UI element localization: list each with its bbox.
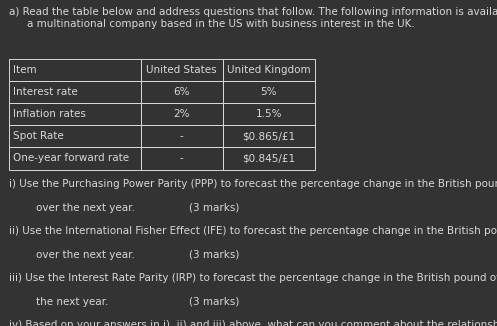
Bar (223, 147, 315, 170)
Bar (223, 125, 315, 147)
Text: (3 marks): (3 marks) (189, 203, 239, 213)
Bar (223, 81, 315, 103)
Text: 2%: 2% (173, 109, 190, 119)
Text: a) Read the table below and address questions that follow. The following informa: a) Read the table below and address ques… (9, 7, 497, 17)
Text: 5%: 5% (260, 87, 277, 97)
Bar (141, 125, 223, 147)
Bar (9, 59, 141, 81)
Text: ii) Use the International Fisher Effect (IFE) to forecast the percentage change : ii) Use the International Fisher Effect … (9, 226, 497, 236)
Text: (3 marks): (3 marks) (189, 297, 239, 307)
Text: $0.865/£1: $0.865/£1 (242, 131, 295, 141)
Bar (141, 81, 223, 103)
Text: 6%: 6% (173, 87, 190, 97)
Text: Interest rate: Interest rate (13, 87, 78, 97)
Text: over the next year.: over the next year. (36, 203, 135, 213)
Bar (9, 81, 141, 103)
Text: Spot Rate: Spot Rate (13, 131, 64, 141)
Bar (9, 125, 141, 147)
Bar (223, 103, 315, 125)
Text: $0.845/£1: $0.845/£1 (242, 154, 295, 163)
Text: One-year forward rate: One-year forward rate (13, 154, 129, 163)
Text: (3 marks): (3 marks) (189, 250, 239, 260)
Text: -: - (180, 154, 183, 163)
Text: -: - (180, 131, 183, 141)
Text: a multinational company based in the US with business interest in the UK.: a multinational company based in the US … (27, 19, 415, 29)
Text: iv) Based on your answers in i), ii) and iii) above, what can you comment about : iv) Based on your answers in i), ii) and… (9, 320, 497, 326)
Text: Item: Item (13, 65, 37, 75)
Text: over the next year.: over the next year. (36, 250, 135, 260)
Bar (223, 59, 315, 81)
Bar (141, 59, 223, 81)
Text: 1.5%: 1.5% (255, 109, 282, 119)
Text: Inflation rates: Inflation rates (13, 109, 86, 119)
Bar (9, 147, 141, 170)
Text: United Kingdom: United Kingdom (227, 65, 311, 75)
Bar (141, 103, 223, 125)
Text: the next year.: the next year. (36, 297, 108, 307)
Text: iii) Use the Interest Rate Parity (IRP) to forecast the percentage change in the: iii) Use the Interest Rate Parity (IRP) … (9, 273, 497, 283)
Bar (141, 147, 223, 170)
Bar (9, 103, 141, 125)
Text: United States: United States (146, 65, 217, 75)
Text: i) Use the Purchasing Power Parity (PPP) to forecast the percentage change in th: i) Use the Purchasing Power Parity (PPP)… (9, 179, 497, 189)
